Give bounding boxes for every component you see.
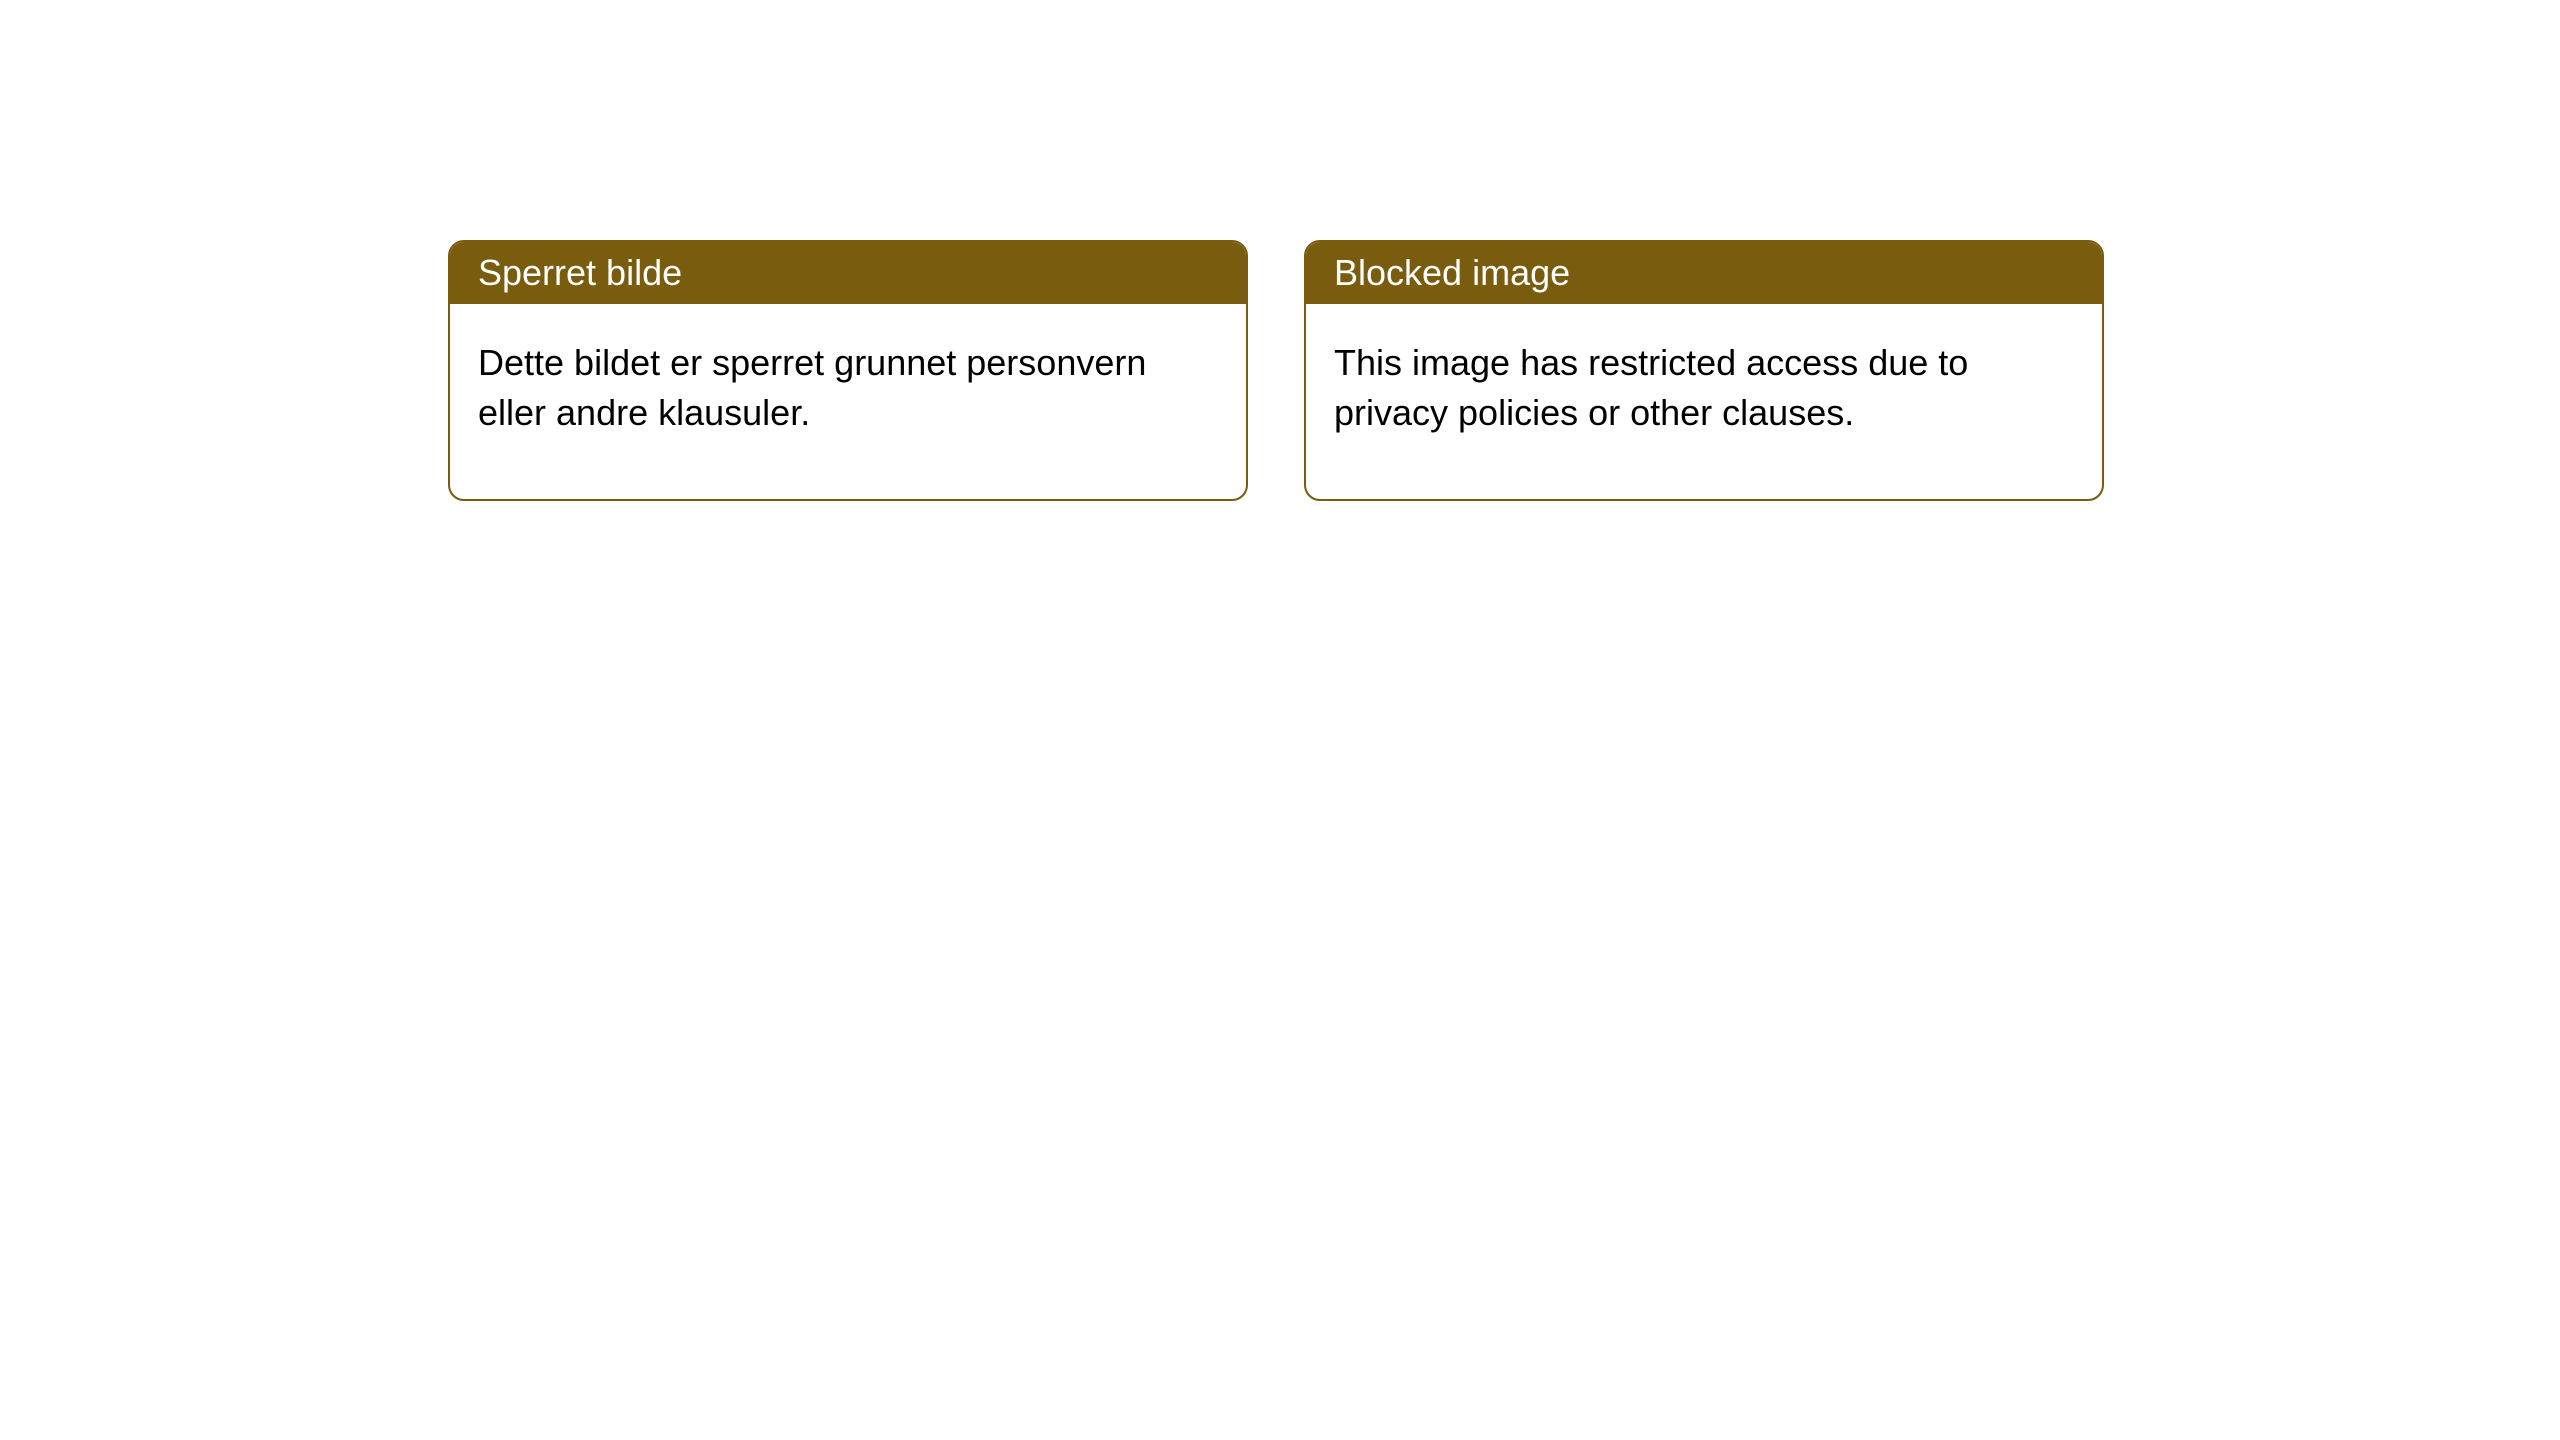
notice-card-english: Blocked image This image has restricted … (1304, 240, 2104, 501)
notice-card-norwegian: Sperret bilde Dette bildet er sperret gr… (448, 240, 1248, 501)
notice-container: Sperret bilde Dette bildet er sperret gr… (448, 240, 2560, 501)
notice-card-body: This image has restricted access due to … (1306, 304, 2102, 499)
notice-card-title: Sperret bilde (450, 242, 1246, 304)
notice-card-body: Dette bildet er sperret grunnet personve… (450, 304, 1246, 499)
notice-card-title: Blocked image (1306, 242, 2102, 304)
